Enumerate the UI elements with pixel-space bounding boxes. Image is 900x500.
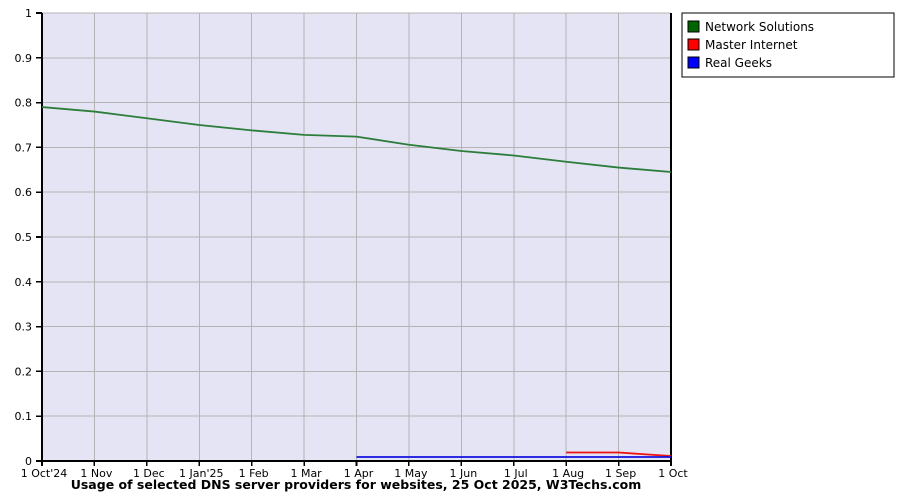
legend-swatch[interactable] [687, 56, 700, 69]
y-tick-label: 0.5 [15, 231, 33, 244]
x-tick-label: 1 Nov [80, 467, 112, 480]
x-axis-tick-labels: 1 Oct'24 1 Nov 1 Dec 1 Jan'25 1 Feb 1 Mar 1 Ap… [21, 467, 689, 480]
x-tick-label: 1 Oct [658, 467, 688, 480]
legend-label[interactable]: Network Solutions [705, 20, 814, 34]
x-tick-label: 1 Sep [605, 467, 636, 480]
x-tick-label: 1 Jun [449, 467, 477, 480]
legend-label[interactable]: Real Geeks [705, 56, 772, 70]
y-axis-tick-labels: 0 0.1 0.2 0.3 0.4 0.5 0.6 0.7 0.8 0.9 1 [15, 7, 33, 468]
y-tick-label: 0.9 [15, 52, 33, 65]
y-tick-label: 0.3 [15, 321, 33, 334]
x-tick-label: 1 Jan'25 [179, 467, 223, 480]
series-line [566, 451, 672, 457]
legend-swatch[interactable] [687, 20, 700, 33]
series-line [41, 106, 672, 173]
y-tick-label: 0.8 [15, 97, 33, 110]
chart-caption: Usage of selected DNS server providers f… [71, 477, 642, 492]
legend-label[interactable]: Master Internet [705, 38, 798, 52]
legend-box [681, 12, 895, 78]
data-series [41, 106, 672, 458]
x-tick-label: 1 Dec [133, 467, 165, 480]
x-tick-label: 1 Apr [344, 467, 374, 480]
y-tick-label: 0.6 [15, 186, 33, 199]
grid-lines [42, 12, 672, 461]
legend-swatch[interactable] [687, 38, 700, 51]
x-tick-label: 1 Jul [504, 467, 528, 480]
x-tick-label: 1 Oct'24 [21, 467, 68, 480]
y-tick-label: 0.4 [15, 276, 33, 289]
x-tick-label: 1 May [394, 467, 428, 480]
y-tick-label: 0.1 [15, 410, 33, 423]
y-tick-label: 1 [25, 7, 32, 20]
y-tick-label: 0 [25, 455, 32, 468]
y-tick-label: 0.2 [15, 365, 33, 378]
x-tick-label: 1 Feb [239, 467, 269, 480]
chart-legend[interactable]: Network Solutions Master Internet Real Gee… [681, 12, 895, 78]
axes [36, 12, 672, 466]
x-tick-label: 1 Mar [290, 467, 322, 480]
x-tick-label: 1 Aug [552, 467, 584, 480]
y-tick-label: 0.7 [15, 141, 33, 154]
